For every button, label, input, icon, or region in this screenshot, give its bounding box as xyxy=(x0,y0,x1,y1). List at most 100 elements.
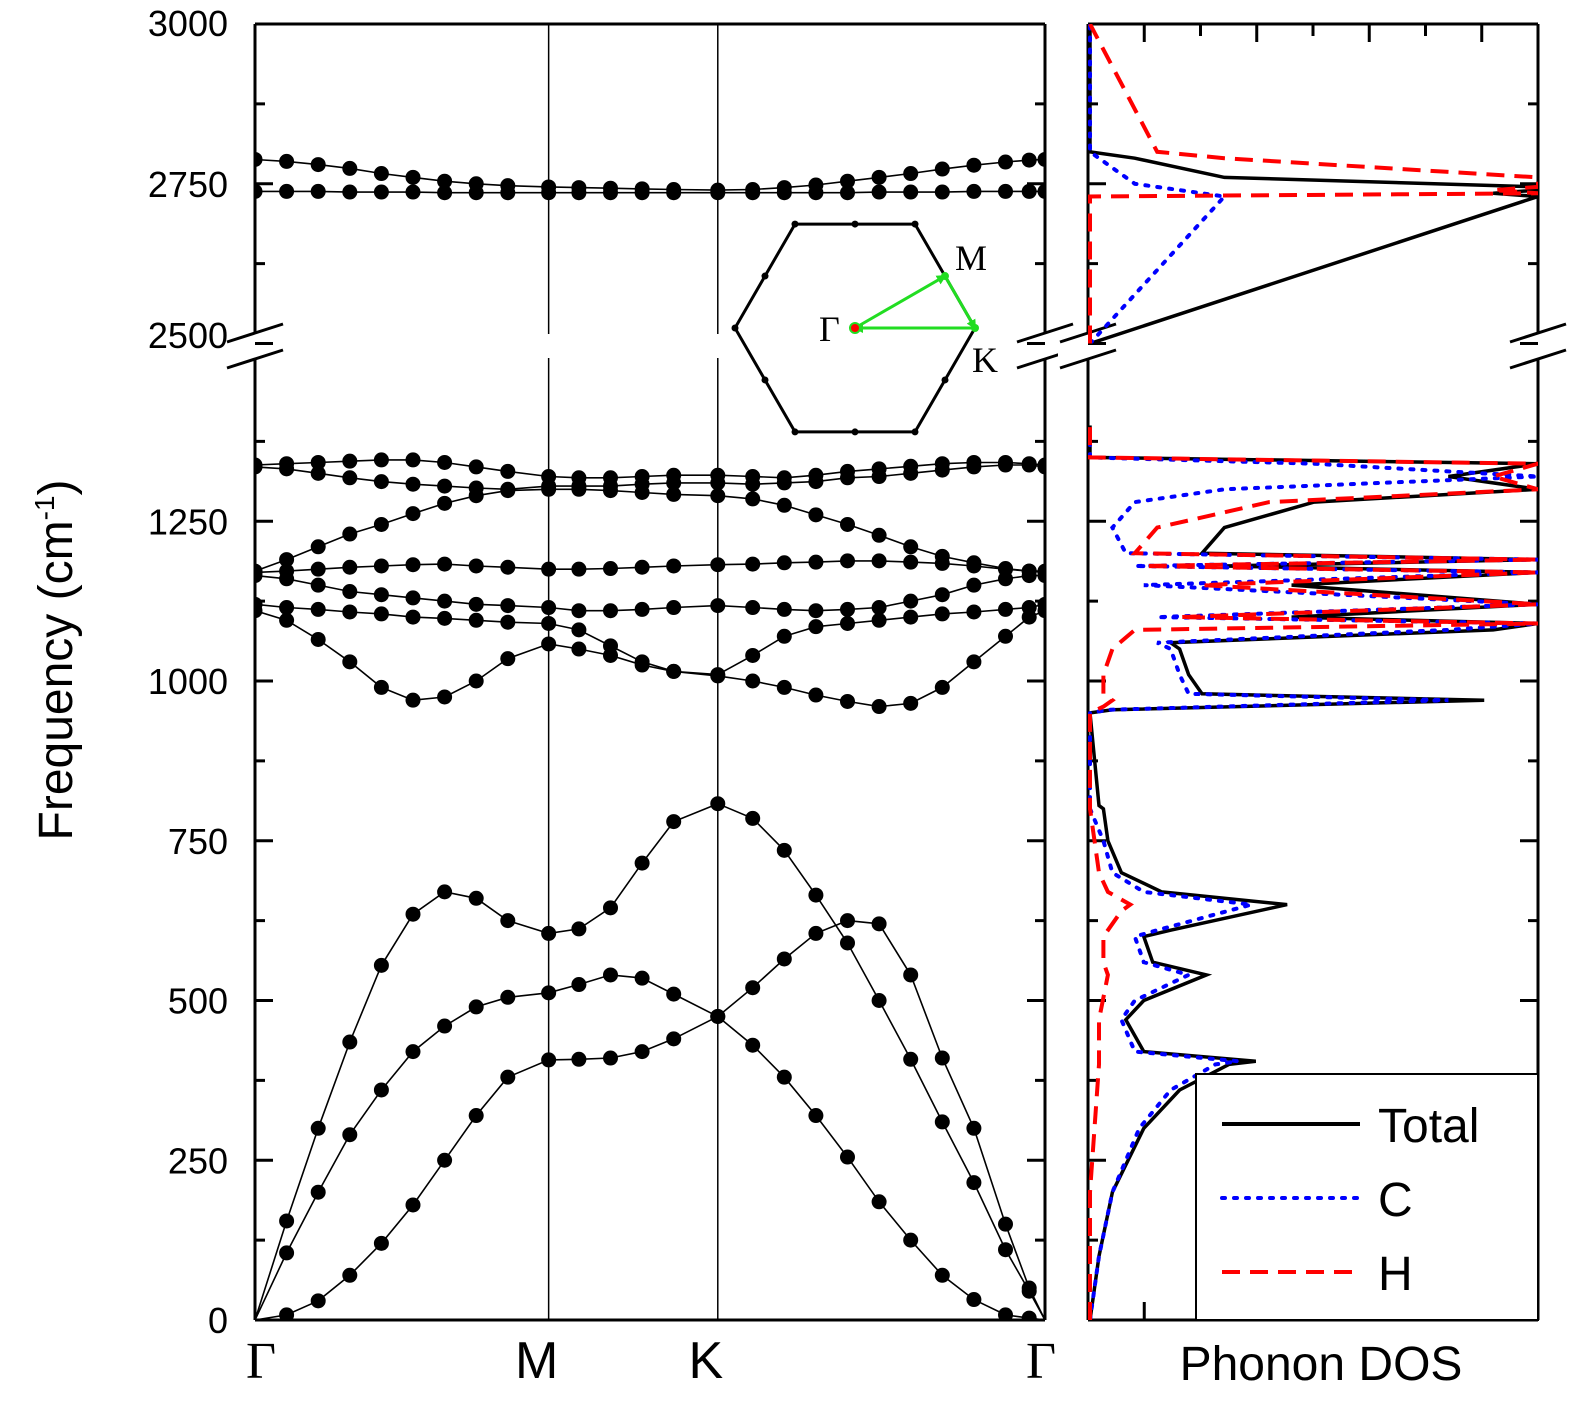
dos-curve-c xyxy=(1088,425,1538,1320)
band-point xyxy=(571,561,587,577)
path-arrow xyxy=(854,274,947,330)
band-point xyxy=(1037,183,1045,199)
band-point xyxy=(437,556,453,572)
dos-curve-h xyxy=(1088,425,1538,1320)
band-point xyxy=(437,1018,453,1034)
band-point xyxy=(966,1292,982,1308)
band-point xyxy=(310,1293,326,1309)
band-point xyxy=(903,593,919,609)
band-point xyxy=(634,469,650,485)
main-break-mark xyxy=(226,322,284,344)
ytick-label: 1250 xyxy=(148,501,228,542)
band-point xyxy=(966,157,982,173)
band-point xyxy=(500,1069,516,1085)
main-break-mark xyxy=(226,348,284,370)
band-point xyxy=(776,180,792,196)
band-point xyxy=(666,558,682,574)
band-line xyxy=(255,190,1045,194)
band-point xyxy=(571,641,587,657)
band-point xyxy=(541,1052,557,1068)
band-point xyxy=(603,180,618,196)
bz-label-m: M xyxy=(955,238,987,278)
band-point xyxy=(541,469,557,485)
band-point xyxy=(745,182,761,198)
band-point xyxy=(966,654,982,670)
band-point xyxy=(998,454,1013,470)
band-point xyxy=(776,497,792,513)
band-line xyxy=(255,158,1045,191)
band-point xyxy=(840,601,855,617)
hexagon-midpoint xyxy=(761,376,769,384)
band-point xyxy=(342,526,358,542)
band-point xyxy=(634,601,650,617)
band-point xyxy=(1021,456,1037,472)
band-point xyxy=(840,463,855,479)
band-point xyxy=(776,842,792,858)
band-point xyxy=(310,631,326,647)
band-point xyxy=(1037,563,1045,579)
band-point xyxy=(903,184,919,200)
band-point xyxy=(342,604,358,620)
band-point xyxy=(1037,596,1045,612)
band-point xyxy=(405,590,421,606)
band-point xyxy=(808,507,824,523)
band-point xyxy=(541,615,557,631)
band-point xyxy=(500,463,516,479)
kpoint-label: Γ xyxy=(246,1333,276,1390)
band-point xyxy=(710,467,726,483)
band-point xyxy=(666,486,682,502)
band-point xyxy=(934,548,950,564)
band-point xyxy=(666,182,682,198)
band-point xyxy=(808,687,824,703)
brillouin-zone-inset: Γ M K xyxy=(731,220,998,436)
band-point xyxy=(634,654,650,670)
band-point xyxy=(840,553,855,569)
band-point xyxy=(571,180,587,196)
dos-lower xyxy=(1088,425,1538,1320)
band-point xyxy=(279,563,295,579)
band-point xyxy=(745,647,761,663)
band-point xyxy=(808,887,824,903)
band-point xyxy=(437,454,453,470)
band-point xyxy=(255,183,263,199)
band-point xyxy=(603,470,618,486)
band-point xyxy=(342,559,358,575)
band-point xyxy=(437,1152,453,1168)
band-point xyxy=(634,181,650,197)
band-point xyxy=(745,810,761,826)
band-point xyxy=(776,628,792,644)
band-point xyxy=(279,183,295,199)
band-point xyxy=(437,689,453,705)
band-point xyxy=(373,166,389,182)
band-point xyxy=(500,913,516,929)
band-point xyxy=(373,474,389,490)
band-point xyxy=(603,900,618,916)
main-break-mark xyxy=(1016,322,1074,344)
band-point xyxy=(1037,457,1045,473)
band-point xyxy=(934,1050,950,1066)
band-point xyxy=(279,1307,295,1320)
band-point xyxy=(310,1120,326,1136)
legend-label-total: Total xyxy=(1378,1100,1479,1153)
band-point xyxy=(966,604,982,620)
band-line xyxy=(255,974,1045,1320)
band-point xyxy=(373,679,389,695)
band-point xyxy=(903,695,919,711)
band-point xyxy=(468,558,484,574)
band-point xyxy=(405,609,421,625)
band-point xyxy=(934,184,950,200)
band-point xyxy=(871,553,887,569)
band-point xyxy=(437,593,453,609)
band-point xyxy=(903,166,919,182)
band-point xyxy=(279,552,295,568)
band-point xyxy=(437,610,453,626)
band-point xyxy=(808,1108,824,1124)
main-break-gap xyxy=(225,335,285,357)
band-point xyxy=(571,622,587,638)
band-point xyxy=(745,556,761,572)
band-point xyxy=(310,561,326,577)
band-point xyxy=(710,796,726,812)
band-point xyxy=(710,667,726,683)
band-line xyxy=(255,802,1045,1320)
